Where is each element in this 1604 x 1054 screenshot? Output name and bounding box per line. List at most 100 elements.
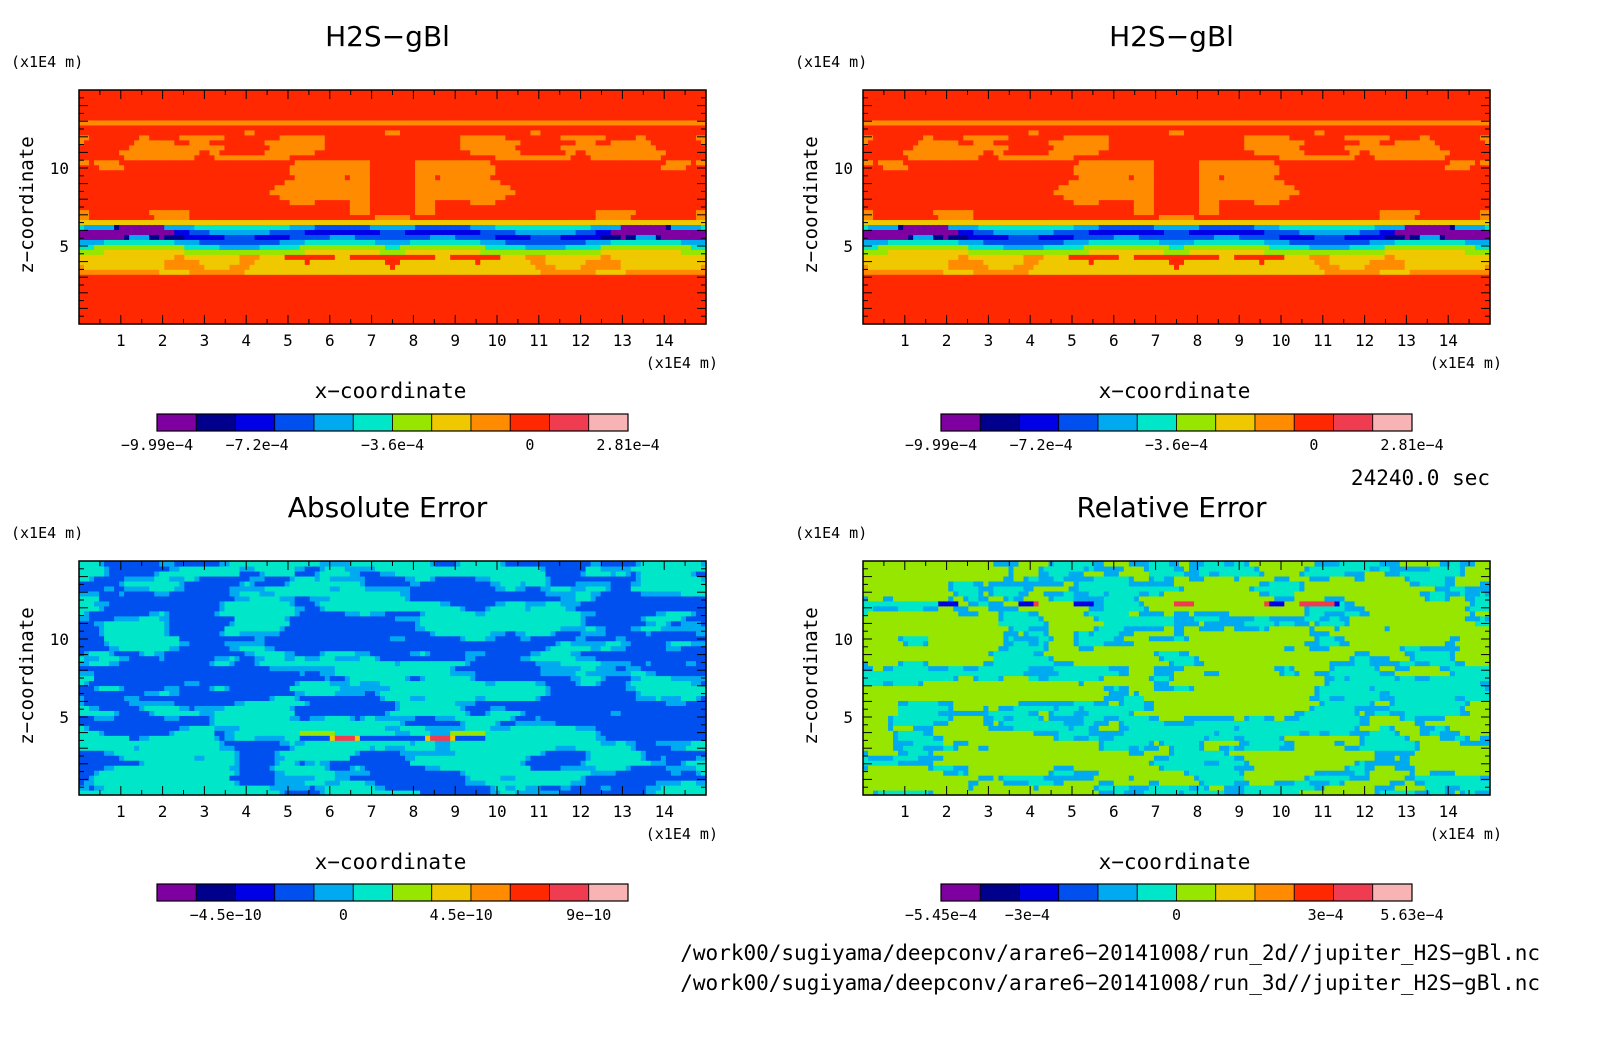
heatmap-cell <box>194 110 200 116</box>
heatmap-cell <box>350 294 356 300</box>
heatmap-cell <box>525 185 531 191</box>
heatmap-cell <box>340 239 346 245</box>
heatmap-cell <box>229 269 235 275</box>
heatmap-cell <box>189 165 195 171</box>
heatmap-cell <box>149 130 155 136</box>
heatmap-cell <box>255 175 261 181</box>
heatmap-cell <box>601 195 607 201</box>
heatmap-cell <box>581 224 587 230</box>
heatmap-cell <box>89 145 95 151</box>
heatmap-cell <box>350 219 356 225</box>
heatmap-cell <box>455 155 461 161</box>
heatmap-cell <box>345 145 351 151</box>
heatmap-cell <box>470 185 476 191</box>
heatmap-cell <box>109 259 115 265</box>
heatmap-cell <box>505 279 511 285</box>
heatmap-cell <box>400 155 406 161</box>
heatmap-cell <box>174 205 180 211</box>
heatmap-cell <box>480 150 486 156</box>
heatmap-cell <box>596 95 602 101</box>
heatmap-cell <box>250 120 256 126</box>
heatmap-cell <box>245 259 251 265</box>
heatmap-cell <box>445 180 451 186</box>
heatmap-cell <box>189 140 195 146</box>
heatmap-cell <box>209 90 215 96</box>
heatmap-cell <box>551 135 557 141</box>
heatmap-cell <box>265 155 271 161</box>
heatmap-cell <box>460 239 466 245</box>
heatmap-cell <box>260 150 266 156</box>
heatmap-cell <box>370 219 376 225</box>
heatmap-cell <box>300 125 306 131</box>
heatmap-cell <box>410 140 416 146</box>
heatmap-cell <box>525 294 531 300</box>
heatmap-cell <box>470 190 476 196</box>
heatmap-cell <box>79 155 85 161</box>
heatmap-cell <box>310 254 316 260</box>
heatmap-cell <box>169 284 175 290</box>
heatmap-cell <box>340 120 346 126</box>
heatmap-cell <box>375 190 381 196</box>
heatmap-cell <box>450 229 456 235</box>
heatmap-cell <box>99 314 105 320</box>
heatmap-cell <box>611 289 617 295</box>
heatmap-cell <box>551 209 557 215</box>
heatmap-cell <box>365 314 371 320</box>
heatmap-cell <box>159 175 165 181</box>
heatmap-cell <box>310 120 316 126</box>
heatmap-cell <box>275 219 281 225</box>
heatmap-cell <box>270 90 276 96</box>
heatmap-cell <box>425 160 431 166</box>
heatmap-cell <box>224 279 230 285</box>
heatmap-cell <box>591 279 597 285</box>
heatmap-cell <box>209 244 215 250</box>
heatmap-cell <box>365 170 371 176</box>
heatmap-cell <box>415 200 421 206</box>
heatmap-cell <box>601 239 607 245</box>
heatmap-cell <box>290 105 296 111</box>
heatmap-cell <box>240 205 246 211</box>
heatmap-cell <box>495 264 501 270</box>
heatmap-cell <box>350 95 356 101</box>
heatmap-cell <box>475 269 481 275</box>
heatmap-cell <box>566 160 572 166</box>
heatmap-cell <box>395 314 401 320</box>
heatmap-cell <box>109 254 115 260</box>
heatmap-cell <box>219 254 225 260</box>
heatmap-cell <box>94 264 100 270</box>
heatmap-cell <box>340 195 346 201</box>
heatmap-cell <box>480 259 486 265</box>
heatmap-cell <box>139 140 145 146</box>
heatmap-cell <box>179 90 185 96</box>
heatmap-cell <box>159 170 165 176</box>
heatmap-cell <box>455 259 461 265</box>
heatmap-cell <box>440 145 446 151</box>
heatmap-cell <box>229 180 235 186</box>
heatmap-cell <box>224 299 230 305</box>
heatmap-cell <box>355 294 361 300</box>
heatmap-cell <box>219 205 225 211</box>
heatmap-cell <box>525 105 531 111</box>
heatmap-cell <box>99 100 105 106</box>
heatmap-cell <box>370 150 376 156</box>
heatmap-cell <box>601 284 607 290</box>
heatmap-cell <box>335 239 341 245</box>
heatmap-cell <box>154 224 160 230</box>
heatmap-cell <box>224 229 230 235</box>
heatmap-cell <box>94 254 100 260</box>
heatmap-cell <box>270 140 276 146</box>
heatmap-cell <box>184 264 190 270</box>
heatmap-cell <box>260 269 266 275</box>
heatmap-cell <box>566 130 572 136</box>
heatmap-cell <box>265 105 271 111</box>
heatmap-cell <box>450 269 456 275</box>
heatmap-cell <box>315 165 321 171</box>
heatmap-cell <box>380 165 386 171</box>
heatmap-cell <box>219 185 225 191</box>
heatmap-cell <box>119 170 125 176</box>
heatmap-cell <box>229 279 235 285</box>
heatmap-cell <box>129 195 135 201</box>
heatmap-cell <box>596 195 602 201</box>
heatmap-cell <box>535 314 541 320</box>
